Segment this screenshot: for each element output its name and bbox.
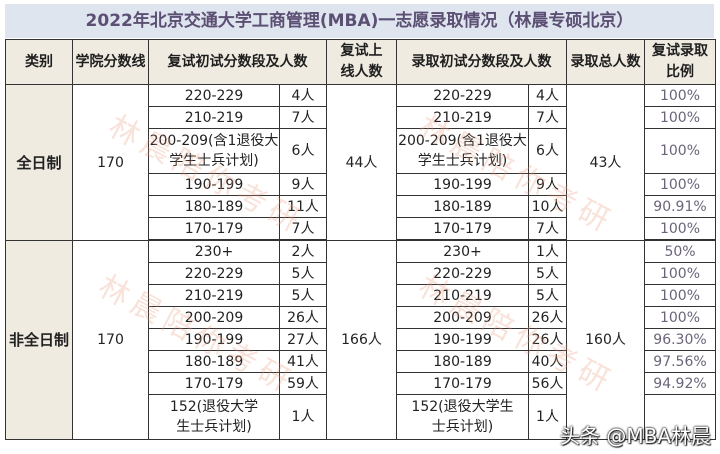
retest-range: 210-219 <box>148 106 280 129</box>
admit-range: 152(退役大学生士兵计划) <box>396 394 529 440</box>
table-row: 200-209 26人 200-209 26人 100% <box>6 306 716 329</box>
table-row: 180-189 41人 180-189 40人 97.56% <box>6 350 716 373</box>
school-line-cell: 170 <box>72 240 149 440</box>
retest-count: 5人 <box>279 262 327 285</box>
ratio-cell: 94.92% <box>644 372 716 395</box>
admit-range: 180-189 <box>396 195 529 218</box>
table-row: 190-199 9人 190-199 9人 100% <box>6 173 716 196</box>
retest-count: 27人 <box>279 328 327 351</box>
retest-count: 6人 <box>279 128 327 174</box>
retest-range: 152(退役大学生士兵计划) <box>148 394 280 440</box>
admit-count: 40人 <box>528 350 567 373</box>
retest-count: 59人 <box>279 372 327 395</box>
header-ratio: 复试录取比例 <box>644 39 716 85</box>
retest-range: 190-199 <box>148 173 280 196</box>
ratio-cell <box>644 394 716 440</box>
page-title: 2022年北京交通大学工商管理(MBA)一志愿录取情况（林晨专硕北京） <box>5 4 714 38</box>
retest-count: 7人 <box>279 106 327 129</box>
retest-count: 9人 <box>279 173 327 196</box>
ratio-cell: 100% <box>644 262 716 285</box>
admit-range: 210-219 <box>396 106 529 129</box>
admit-range: 200-209(含1退役大学生士兵计划) <box>396 128 529 174</box>
admit-range: 220-229 <box>396 262 529 285</box>
admit-count: 56人 <box>528 372 567 395</box>
admit-range: 170-179 <box>396 372 529 395</box>
admit-count: 26人 <box>528 306 567 329</box>
ratio-cell: 100% <box>644 128 716 174</box>
admit-total-cell: 160人 <box>566 240 645 440</box>
ratio-cell: 100% <box>644 106 716 129</box>
table-row: 152(退役大学生士兵计划) 1人 152(退役大学生士兵计划) 1人 <box>6 394 716 440</box>
retest-range: 200-209(含1退役大学生士兵计划) <box>148 128 280 174</box>
admit-count: 7人 <box>528 217 567 240</box>
retest-range: 190-199 <box>148 328 280 351</box>
retest-count: 4人 <box>279 84 327 107</box>
admit-count: 10人 <box>528 195 567 218</box>
admit-count: 5人 <box>528 284 567 307</box>
ratio-cell: 100% <box>644 173 716 196</box>
header-school-line: 学院分数线 <box>72 39 149 85</box>
admit-range: 200-209 <box>396 306 529 329</box>
retest-range: 220-229 <box>148 84 280 107</box>
retest-range: 170-179 <box>148 372 280 395</box>
table-row: 180-189 11人 180-189 10人 90.91% <box>6 195 716 218</box>
admit-range: 220-229 <box>396 84 529 107</box>
retest-range: 200-209 <box>148 306 280 329</box>
school-line-cell: 170 <box>72 84 149 241</box>
ratio-cell: 97.56% <box>644 350 716 373</box>
admission-table: 类别 学院分数线 复试初试分数段及人数 复试上线人数 录取初试分数段及人数 录取… <box>5 39 716 440</box>
admit-total-cell: 43人 <box>566 84 645 241</box>
admit-range: 190-199 <box>396 173 529 196</box>
admit-count: 1人 <box>528 240 567 263</box>
admit-range: 230+ <box>396 240 529 263</box>
header-retest-total: 复试上线人数 <box>326 39 397 85</box>
table-row: 210-219 5人 210-219 5人 100% <box>6 284 716 307</box>
admit-count: 9人 <box>528 173 567 196</box>
admit-range: 190-199 <box>396 328 529 351</box>
retest-count: 2人 <box>279 240 327 263</box>
retest-total-cell: 44人 <box>326 84 397 241</box>
table-row: 非全日制 170 230+ 2人 166人 230+ 1人 160人 50% <box>5 240 716 440</box>
retest-count: 26人 <box>279 306 327 329</box>
admit-count: 1人 <box>528 394 567 440</box>
retest-count: 5人 <box>279 284 327 307</box>
ratio-cell: 100% <box>644 217 716 240</box>
category-cell: 非全日制 <box>5 240 73 440</box>
table-row: 170-179 7人 170-179 7人 100% <box>6 217 716 240</box>
admit-range: 180-189 <box>396 350 529 373</box>
retest-total-cell: 166人 <box>326 240 397 440</box>
ratio-cell: 100% <box>644 306 716 329</box>
admit-count: 6人 <box>528 128 567 174</box>
retest-range: 170-179 <box>148 217 280 240</box>
admit-count: 26人 <box>528 328 567 351</box>
retest-range: 180-189 <box>148 195 280 218</box>
ratio-cell: 100% <box>644 84 716 107</box>
ratio-cell: 50% <box>644 240 716 263</box>
ratio-cell: 100% <box>644 284 716 307</box>
table-row: 全日制 170 220-229 4人 44人 220-229 4人 43人 10… <box>5 84 716 241</box>
retest-count: 11人 <box>279 195 327 218</box>
ratio-cell: 90.91% <box>644 195 716 218</box>
retest-range: 220-229 <box>148 262 280 285</box>
admit-count: 4人 <box>528 84 567 107</box>
header-row: 类别 学院分数线 复试初试分数段及人数 复试上线人数 录取初试分数段及人数 录取… <box>5 39 716 85</box>
header-admit-total: 录取总人数 <box>566 39 645 85</box>
retest-count: 1人 <box>279 394 327 440</box>
retest-count: 41人 <box>279 350 327 373</box>
header-retest-ranges: 复试初试分数段及人数 <box>148 39 327 85</box>
admit-count: 7人 <box>528 106 567 129</box>
table-row: 220-229 5人 220-229 5人 100% <box>6 262 716 285</box>
category-cell: 全日制 <box>5 84 73 241</box>
table-row: 170-179 59人 170-179 56人 94.92% <box>6 372 716 395</box>
retest-range: 210-219 <box>148 284 280 307</box>
retest-range: 230+ <box>148 240 280 263</box>
admit-range: 210-219 <box>396 284 529 307</box>
header-category: 类别 <box>5 39 73 85</box>
retest-range: 180-189 <box>148 350 280 373</box>
ratio-cell: 96.30% <box>644 328 716 351</box>
header-admit-ranges: 录取初试分数段及人数 <box>396 39 567 85</box>
admit-count: 5人 <box>528 262 567 285</box>
retest-count: 7人 <box>279 217 327 240</box>
admit-range: 170-179 <box>396 217 529 240</box>
